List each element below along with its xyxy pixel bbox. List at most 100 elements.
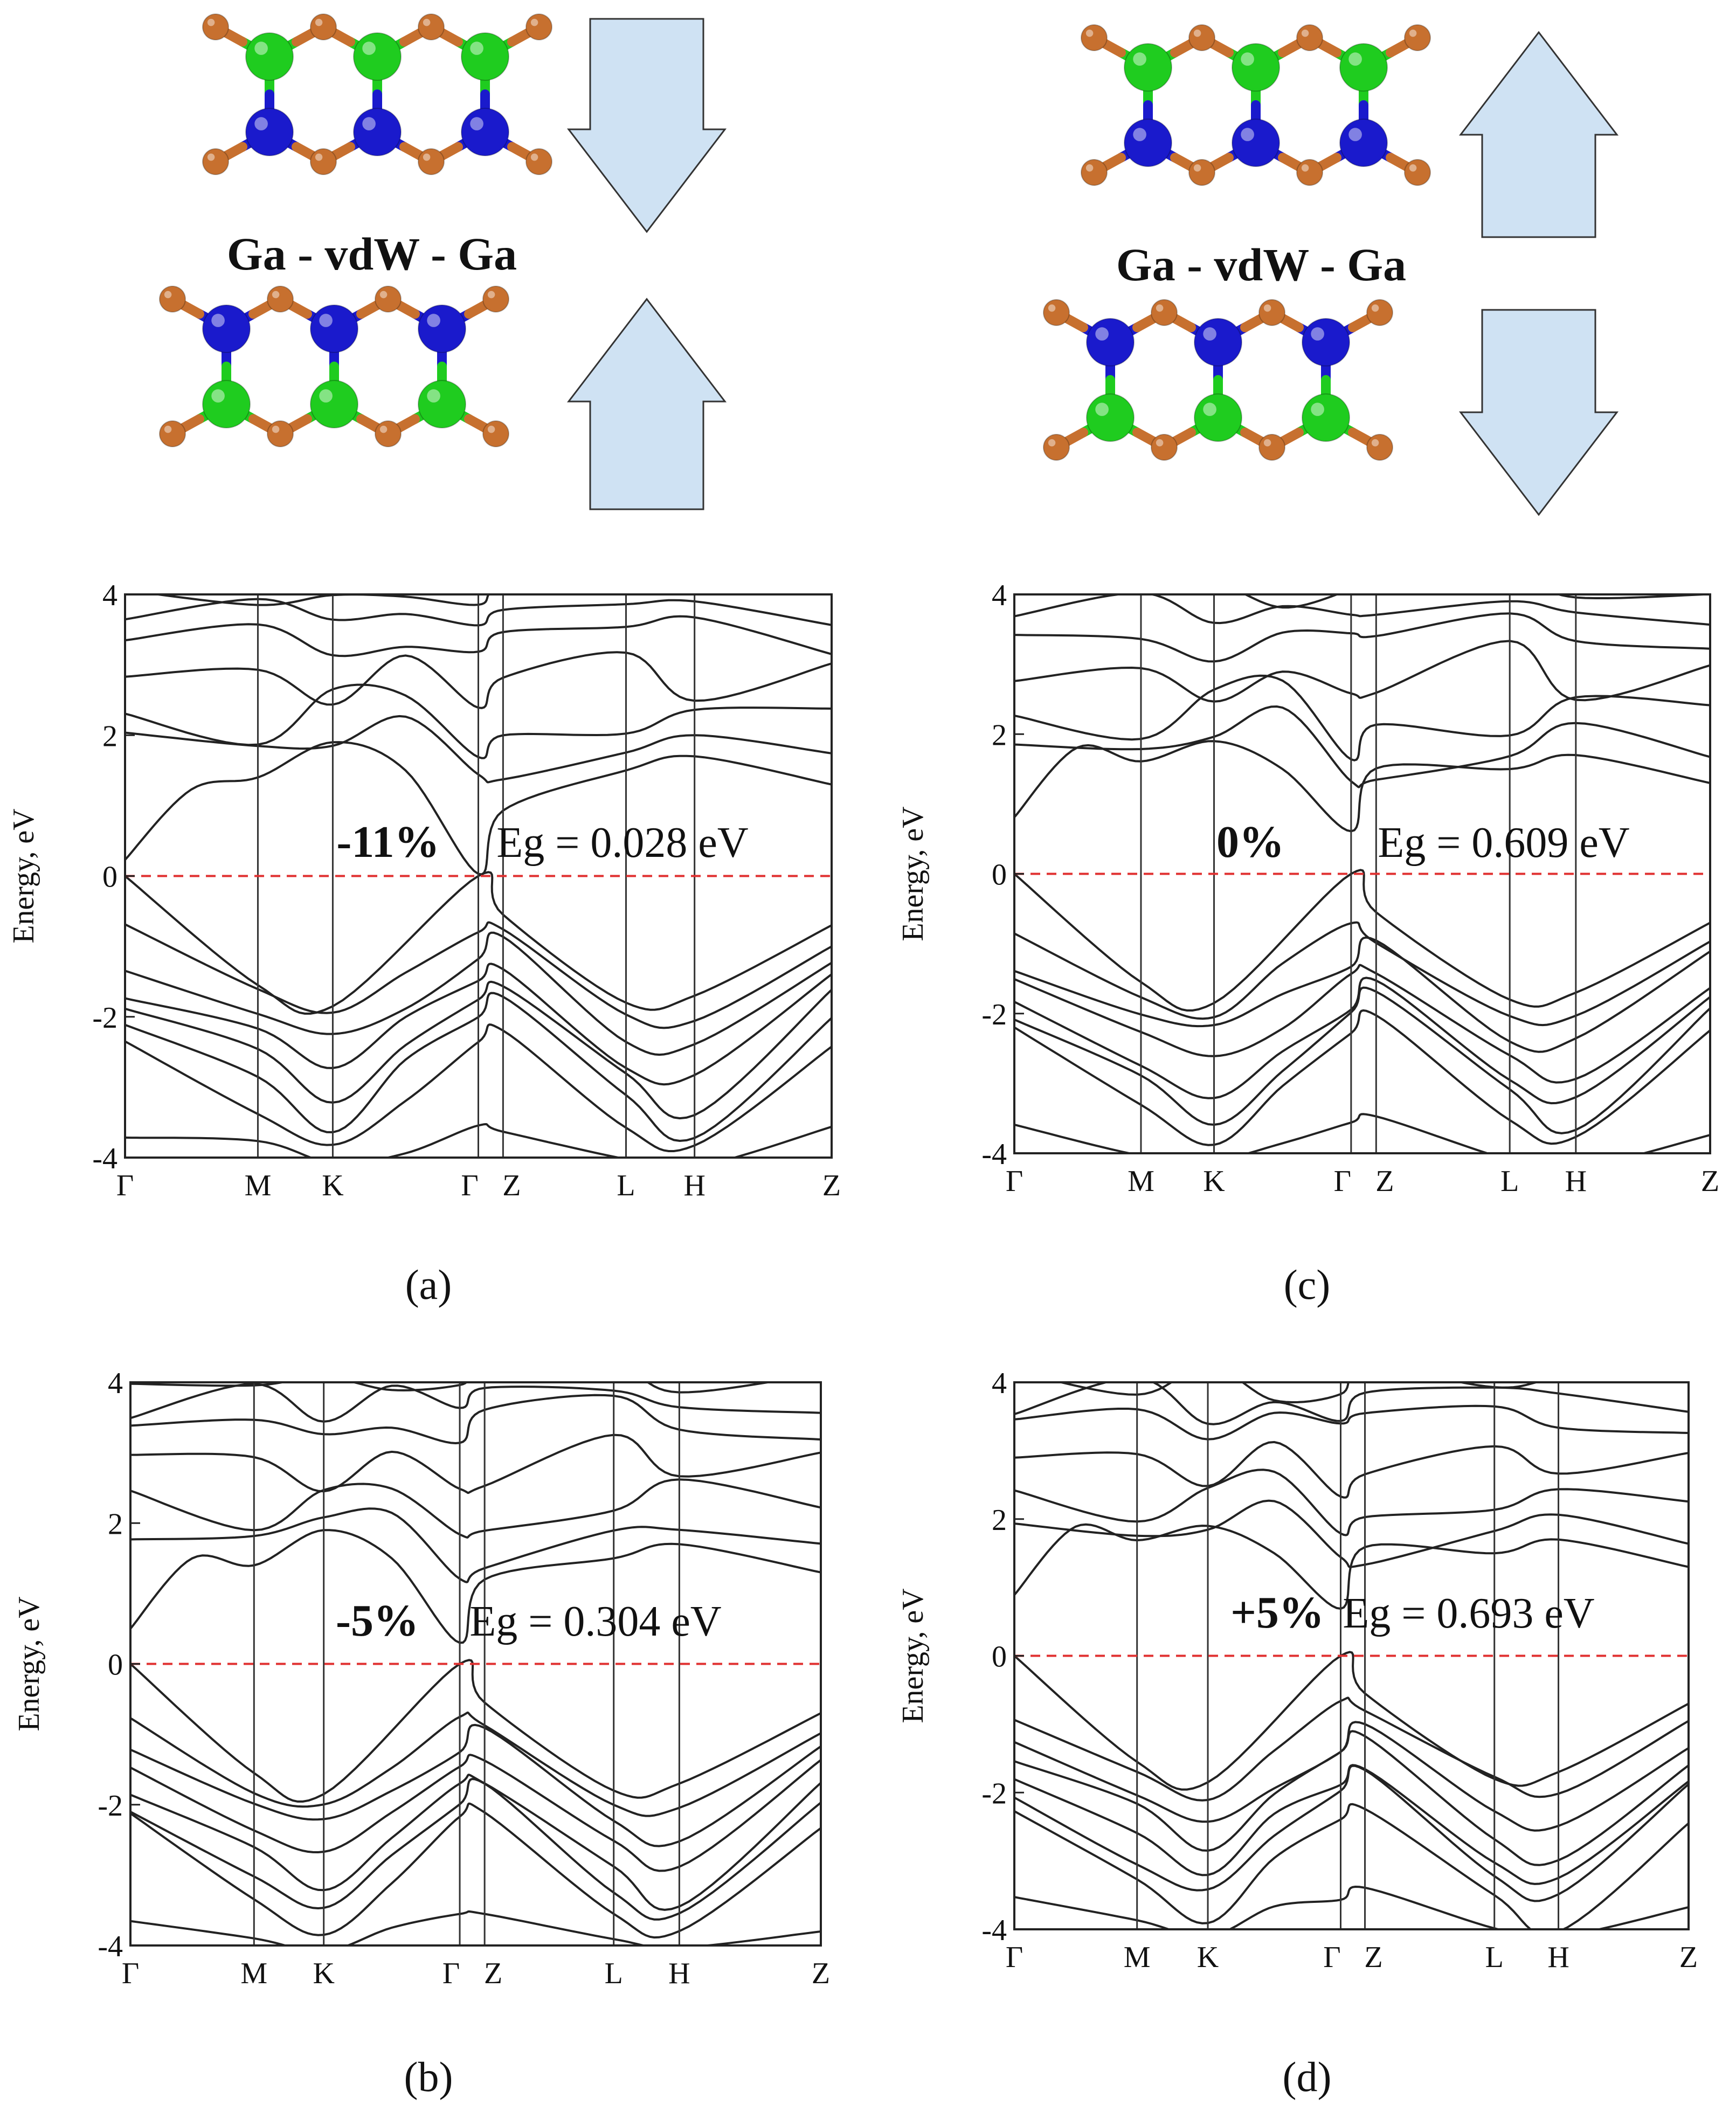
outer-atom-highlight bbox=[1371, 304, 1379, 312]
band-line bbox=[130, 1754, 821, 1872]
x-tick-label: M bbox=[240, 1957, 267, 1990]
outer-atom-highlight bbox=[1301, 164, 1309, 172]
band-line bbox=[130, 1382, 774, 1394]
outer-atom bbox=[375, 286, 402, 313]
atom-highlight bbox=[319, 389, 333, 403]
atom bbox=[353, 108, 402, 156]
atom-highlight bbox=[427, 389, 440, 403]
outer-atom bbox=[418, 148, 445, 175]
outer-atom bbox=[1366, 434, 1393, 461]
x-tick-label: M bbox=[1128, 1165, 1154, 1198]
outer-atom bbox=[1081, 159, 1108, 186]
band-line bbox=[1014, 640, 1710, 703]
outer-atom bbox=[1404, 24, 1431, 51]
atom-highlight bbox=[1241, 52, 1254, 66]
panel-letter-d: (d) bbox=[1283, 2053, 1332, 2100]
atom-highlight bbox=[254, 41, 268, 55]
outer-atom bbox=[159, 286, 186, 313]
y-tick-label: 4 bbox=[108, 1367, 123, 1400]
outer-atom-highlight bbox=[1048, 304, 1056, 312]
outer-atom-highlight bbox=[1263, 439, 1271, 447]
outer-atom-highlight bbox=[1301, 29, 1309, 37]
y-tick-label: 2 bbox=[102, 719, 117, 753]
outer-atom-highlight bbox=[164, 290, 172, 299]
y-axis-label: Energy, eV bbox=[896, 806, 930, 941]
atom-highlight bbox=[1348, 52, 1362, 66]
atom-highlight bbox=[211, 389, 225, 403]
outer-atom-highlight bbox=[1156, 304, 1164, 312]
x-tick-label: Z bbox=[1679, 1941, 1698, 1974]
bilayer-top-layer-right bbox=[1081, 24, 1431, 186]
band-line bbox=[130, 1529, 821, 1644]
strain-label: -11% bbox=[336, 817, 439, 867]
outer-atom bbox=[1188, 24, 1215, 51]
y-axis-label: Energy, eV bbox=[7, 808, 40, 943]
atom-highlight bbox=[427, 314, 440, 327]
band-gap-label: Eg = 0.304 eV bbox=[469, 1598, 721, 1645]
band-line bbox=[130, 1777, 821, 1921]
x-tick-label: H bbox=[1547, 1941, 1569, 1974]
outer-atom bbox=[418, 13, 445, 40]
atom bbox=[1124, 119, 1172, 167]
strain-label: +5% bbox=[1230, 1588, 1324, 1638]
band-line bbox=[130, 1723, 821, 1847]
outer-atom bbox=[1258, 434, 1285, 461]
band-gap-label: Eg = 0.693 eV bbox=[1343, 1590, 1594, 1637]
outer-atom bbox=[1366, 299, 1393, 326]
band-line bbox=[1014, 1469, 1689, 1536]
outer-atom-highlight bbox=[164, 425, 172, 433]
x-tick-label: K bbox=[322, 1169, 343, 1202]
atom bbox=[353, 32, 402, 81]
atom-highlight bbox=[254, 117, 268, 130]
x-tick-label: Γ bbox=[461, 1169, 478, 1202]
x-tick-label: Γ bbox=[1006, 1165, 1023, 1198]
outer-atom bbox=[1258, 299, 1285, 326]
outer-atom-highlight bbox=[1156, 439, 1164, 447]
y-tick-label: 0 bbox=[108, 1649, 123, 1682]
band-line bbox=[1014, 612, 1710, 663]
outer-atom-highlight bbox=[1193, 29, 1201, 37]
atom bbox=[1232, 119, 1280, 167]
outer-atom bbox=[1043, 299, 1070, 326]
structure-label-left: Ga - vdW - Ga bbox=[227, 228, 517, 280]
outer-atom bbox=[1043, 434, 1070, 461]
arrow-down-icon bbox=[566, 18, 727, 233]
atom bbox=[1194, 318, 1242, 366]
atom bbox=[1124, 43, 1172, 92]
atom bbox=[461, 108, 509, 156]
atom bbox=[1086, 393, 1135, 442]
atom-highlight bbox=[470, 117, 483, 130]
band-line bbox=[1014, 674, 1710, 761]
outer-atom-highlight bbox=[1048, 439, 1056, 447]
atom bbox=[1194, 393, 1242, 442]
band-line bbox=[1014, 977, 1710, 1105]
band-line bbox=[1014, 1113, 1710, 1153]
outer-atom bbox=[202, 148, 229, 175]
x-tick-label: H bbox=[668, 1957, 690, 1990]
panel-letter-a: (a) bbox=[405, 1261, 452, 1308]
bilayer-bottom-layer-right bbox=[1043, 299, 1393, 461]
atom-highlight bbox=[1311, 327, 1324, 341]
atom-highlight bbox=[1133, 52, 1146, 66]
outer-atom-highlight bbox=[487, 425, 495, 433]
atom-highlight bbox=[211, 314, 225, 327]
y-tick-label: 2 bbox=[992, 1504, 1007, 1537]
atom bbox=[1302, 393, 1350, 442]
x-tick-label: M bbox=[245, 1169, 272, 1202]
band-line bbox=[1014, 869, 1710, 1012]
atom-highlight bbox=[1203, 327, 1216, 341]
y-tick-label: 4 bbox=[992, 579, 1007, 612]
x-tick-label: H bbox=[683, 1169, 705, 1202]
band-line bbox=[1014, 1009, 1710, 1146]
outer-atom bbox=[482, 420, 509, 447]
outer-atom bbox=[267, 420, 294, 447]
band-line bbox=[1014, 1523, 1689, 1610]
band-line bbox=[1243, 594, 1710, 609]
y-axis-label: Energy, eV bbox=[896, 1588, 930, 1723]
y-tick-label: -4 bbox=[92, 1142, 117, 1175]
outer-atom-highlight bbox=[487, 290, 495, 299]
atom-highlight bbox=[1311, 403, 1324, 416]
x-tick-label: L bbox=[1500, 1165, 1519, 1198]
